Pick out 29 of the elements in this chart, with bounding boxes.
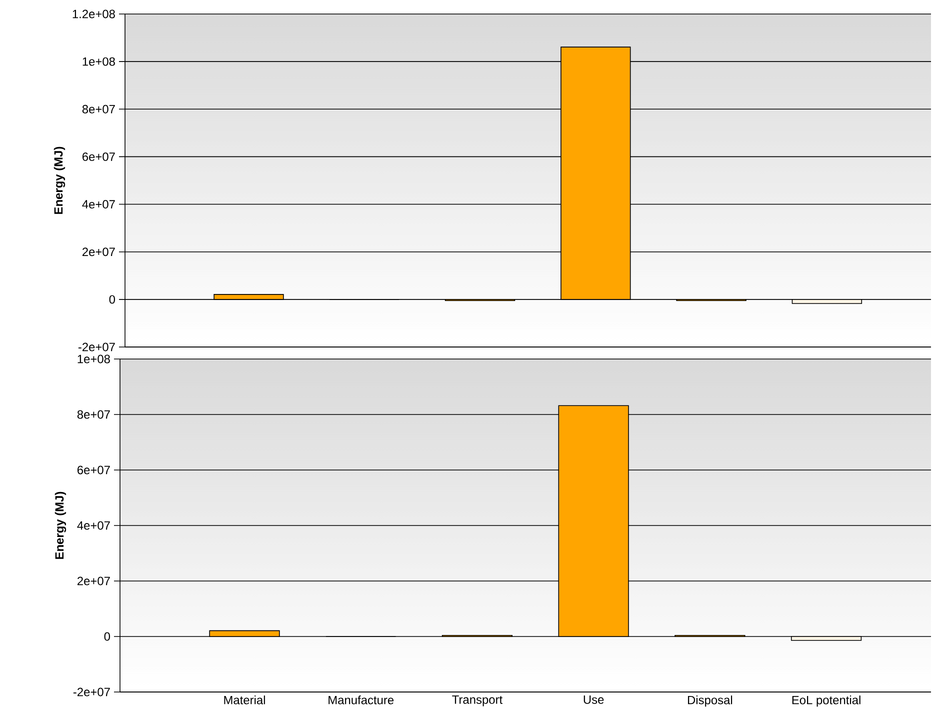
y-tick-label: 2e+07: [77, 576, 110, 586]
y-tick-label: 6e+07: [78, 466, 110, 474]
y-tick-label: 6e+07: [82, 152, 115, 161]
bar: [558, 405, 629, 637]
x-tick-label: Material: [224, 696, 265, 704]
bar: [790, 636, 862, 641]
y-tick-label: 4e+07: [82, 200, 115, 209]
x-tick-label: Manufacture: [328, 696, 394, 704]
y-tick-label: 0: [109, 295, 116, 304]
y-tick-label: 1e+08: [82, 57, 115, 66]
y-tick-label: 4e+07: [77, 521, 110, 530]
y-tick-label: -2e+07: [73, 688, 110, 696]
y-tick-label: 2e+07: [82, 248, 115, 256]
bar: [209, 630, 280, 637]
bar: [214, 294, 284, 300]
y-axis-title: Energy (MJ): [54, 492, 66, 559]
y-tick-label: 1e+08: [78, 354, 110, 364]
y-tick-label: -2e+07: [78, 342, 115, 352]
x-tick-label: Use: [584, 696, 604, 704]
y-tick-label: 8e+07: [82, 104, 115, 114]
y-tick-label: 8e+07: [77, 410, 110, 419]
y-tick-label: 1.2e+08: [72, 10, 115, 18]
x-tick-label: Disposal: [688, 696, 732, 707]
y-axis-title: Energy (MJ): [54, 146, 66, 214]
y-tick-label: 0: [104, 632, 110, 641]
bar: [560, 46, 631, 300]
x-tick-label: EoL potential: [792, 696, 860, 707]
bar: [792, 299, 862, 304]
x-tick-label: Transport: [452, 696, 502, 706]
